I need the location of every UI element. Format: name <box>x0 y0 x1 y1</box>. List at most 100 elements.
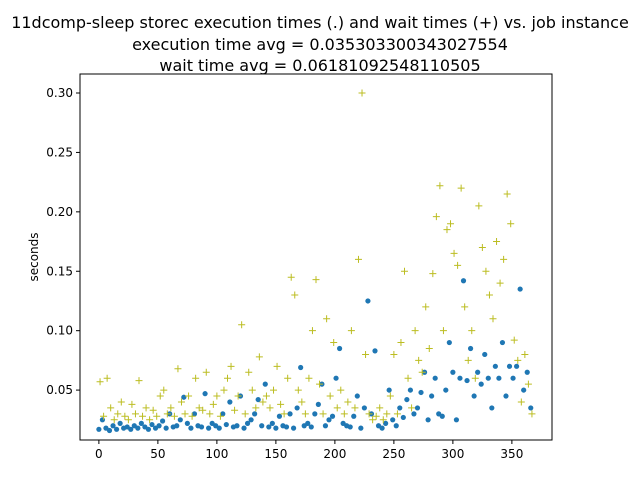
execution-time-point <box>471 393 477 399</box>
execution-time-point <box>347 424 353 430</box>
wait-time-point <box>188 412 196 420</box>
execution-time-point <box>315 401 321 407</box>
wait-time-point <box>330 339 338 347</box>
wait-time-point <box>351 404 359 412</box>
wait-time-point <box>177 398 185 406</box>
execution-time-point <box>354 393 360 399</box>
execution-time-point <box>156 423 162 429</box>
execution-time-point <box>188 425 194 431</box>
wait-time-point <box>386 392 394 400</box>
execution-time-point <box>177 417 183 423</box>
plot-area-frame <box>79 73 553 441</box>
execution-time-point <box>386 387 392 393</box>
wait-time-point <box>216 412 224 420</box>
wait-time-point <box>450 249 458 257</box>
y-axis-label: seconds <box>27 232 41 281</box>
execution-time-point <box>181 394 187 400</box>
wait-time-point <box>220 386 228 394</box>
wait-time-point <box>149 406 157 414</box>
execution-time-point <box>113 426 120 432</box>
execution-time-point <box>524 369 530 375</box>
wait-time-point <box>255 353 263 361</box>
wait-time-point <box>439 327 447 335</box>
wait-time-point <box>245 368 253 376</box>
plot-marks <box>96 89 536 434</box>
wait-time-point <box>298 398 306 406</box>
execution-time-point <box>414 405 421 411</box>
wait-time-point <box>358 89 366 97</box>
execution-time-point <box>273 425 279 431</box>
wait-time-point <box>432 213 440 221</box>
wait-time-point <box>354 255 362 263</box>
wait-time-point <box>259 398 267 406</box>
wait-time-point <box>436 182 444 190</box>
execution-time-point <box>457 375 463 381</box>
wait-time-point <box>103 374 111 382</box>
wait-time-point <box>142 404 150 412</box>
wait-time-point <box>248 386 256 394</box>
wait-time-point <box>344 398 352 406</box>
wait-time-point <box>266 404 274 412</box>
wait-time-point <box>517 398 525 406</box>
execution-time-point <box>96 426 102 432</box>
wait-time-point <box>153 412 161 420</box>
y-tick-label: 0.20 <box>46 205 73 219</box>
execution-time-point <box>135 425 141 431</box>
execution-time-point <box>294 405 300 411</box>
execution-time-point <box>191 411 198 417</box>
execution-time-point <box>266 424 272 430</box>
wait-time-point <box>393 410 401 418</box>
wait-time-point <box>224 374 231 382</box>
execution-time-point <box>220 411 226 417</box>
execution-time-point <box>453 417 460 423</box>
execution-time-point <box>308 424 314 430</box>
wait-time-point <box>114 410 122 418</box>
chart-title-line-3: wait time avg = 0.06181092548110505 <box>159 56 481 75</box>
wait-time-point <box>485 291 493 299</box>
wait-time-point <box>404 374 412 382</box>
x-tick-label: 100 <box>205 447 228 461</box>
execution-time-point <box>283 424 290 430</box>
wait-time-point <box>319 410 327 418</box>
execution-time-point <box>514 363 520 369</box>
execution-time-point <box>145 426 152 432</box>
wait-time-point <box>521 350 529 358</box>
wait-time-point <box>213 392 221 400</box>
wait-time-point <box>262 392 270 400</box>
wait-time-point <box>429 270 437 278</box>
execution-time-point <box>216 425 222 431</box>
execution-time-point <box>244 420 251 426</box>
wait-time-point <box>131 410 139 418</box>
execution-time-point <box>326 417 332 423</box>
wait-time-point <box>510 336 518 344</box>
execution-time-point <box>499 339 506 346</box>
execution-time-point <box>202 391 208 397</box>
y-tick-label: 0.25 <box>46 145 73 159</box>
execution-time-point <box>290 425 297 431</box>
wait-time-point <box>135 377 143 385</box>
wait-time-point <box>507 220 515 228</box>
execution-time-point <box>287 411 293 417</box>
execution-time-point <box>206 425 212 431</box>
execution-time-point <box>276 413 283 419</box>
wait-time-point <box>383 410 391 418</box>
execution-time-point <box>351 413 357 419</box>
execution-time-point <box>262 381 268 387</box>
execution-time-point <box>467 345 474 352</box>
wait-time-point <box>528 410 536 418</box>
wait-time-point <box>156 392 164 400</box>
wait-time-point <box>110 416 118 424</box>
wait-time-point <box>301 410 309 418</box>
wait-time-point <box>160 386 168 394</box>
wait-time-point <box>192 374 200 382</box>
execution-time-point <box>425 417 431 423</box>
wait-time-point <box>170 412 178 420</box>
execution-time-point <box>464 377 470 384</box>
wait-time-point <box>185 392 193 400</box>
x-tick-label: 0 <box>95 447 103 461</box>
wait-time-point <box>139 412 147 420</box>
wait-time-point <box>411 327 419 335</box>
wait-time-point <box>96 378 104 386</box>
execution-time-point <box>99 417 106 423</box>
y-tick-label: 0.10 <box>46 324 73 338</box>
